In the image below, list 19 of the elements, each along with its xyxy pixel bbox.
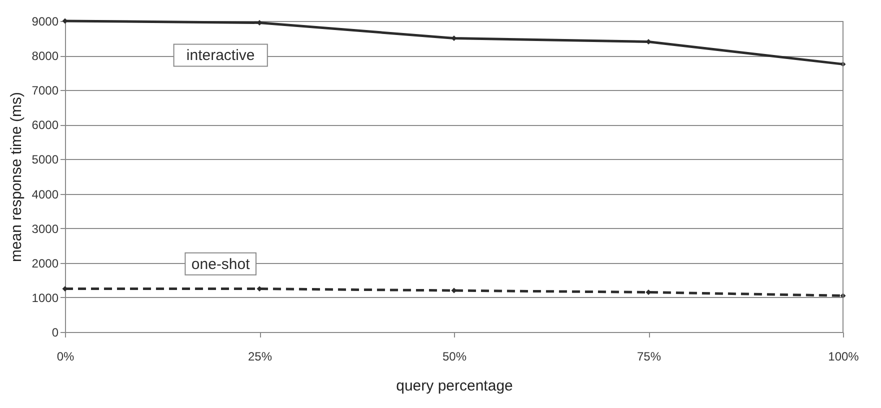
x-tick-label: 0% bbox=[56, 350, 74, 364]
y-tick-label: 4000 bbox=[32, 187, 59, 202]
x-tick-label: 50% bbox=[442, 350, 467, 364]
x-tick-label: 75% bbox=[636, 350, 662, 364]
x-tick-label: 100% bbox=[828, 350, 860, 364]
y-tick-label: 5000 bbox=[32, 152, 59, 167]
y-tick-label: 9000 bbox=[32, 14, 59, 28]
y-tick-label: 6000 bbox=[32, 118, 59, 132]
y-axis-title: mean response time (ms) bbox=[8, 92, 25, 262]
series-label: interactive bbox=[186, 47, 255, 64]
y-tick-label: 3000 bbox=[32, 222, 59, 236]
y-tick-label: 7000 bbox=[32, 84, 59, 98]
y-tick-label: 2000 bbox=[32, 256, 59, 270]
series-label: one-shot bbox=[191, 256, 251, 273]
y-tick-label: 8000 bbox=[32, 49, 59, 64]
y-tick-label: 0 bbox=[52, 326, 59, 340]
y-tick-label: 1000 bbox=[32, 290, 59, 305]
x-axis-title: query percentage bbox=[396, 378, 513, 394]
x-tick-label: 25% bbox=[248, 350, 272, 364]
